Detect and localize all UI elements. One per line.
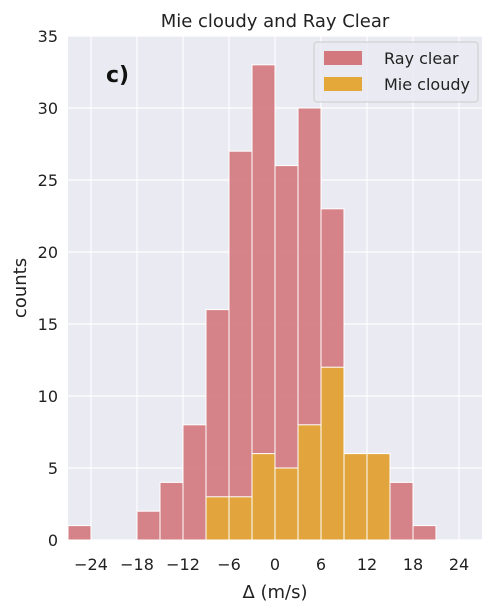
y-tick-label: 20 [38, 243, 58, 262]
x-tick-label: 18 [403, 555, 423, 574]
x-tick-label: −18 [120, 555, 154, 574]
bar-mie-cloudy [251, 453, 276, 541]
x-tick-label: 24 [449, 555, 469, 574]
y-tick-label: 30 [38, 99, 58, 118]
x-tick-label: −6 [217, 555, 241, 574]
bar-mie-cloudy [228, 496, 253, 541]
bar-ray-clear [136, 510, 161, 541]
x-tick-label: 6 [316, 555, 326, 574]
y-tick-label: 10 [38, 387, 58, 406]
legend-label-mie-cloudy: Mie cloudy [384, 75, 470, 94]
y-axis-label: counts [10, 258, 31, 318]
x-tick-labels: −24 −18 −12 −6 0 6 12 18 24 [74, 555, 469, 574]
bar-ray-clear [182, 424, 207, 541]
x-axis-label: Δ (m/s) [242, 582, 307, 603]
bar-mie-cloudy [205, 496, 230, 541]
bar-mie-cloudy [343, 453, 368, 541]
legend: Ray clear Mie cloudy [313, 41, 479, 103]
bar-mie-cloudy [297, 424, 322, 541]
bar-ray-clear [389, 481, 414, 541]
bar-ray-clear [159, 481, 184, 541]
y-tick-labels: 0 5 10 15 20 25 30 35 [38, 27, 58, 550]
y-tick-label: 35 [38, 27, 58, 46]
y-tick-label: 25 [38, 171, 58, 190]
panel-label: c) [106, 63, 129, 88]
bar-mie-cloudy [366, 453, 391, 541]
x-tick-label: −12 [166, 555, 200, 574]
bar-ray-clear [228, 150, 253, 541]
bar-mie-cloudy [274, 467, 299, 541]
x-tick-label: 12 [357, 555, 377, 574]
bar-mie-cloudy [320, 366, 345, 541]
x-tick-label: 0 [270, 555, 280, 574]
legend-swatch-mie-cloudy [324, 77, 362, 91]
legend-label-ray-clear: Ray clear [384, 49, 459, 68]
bar-ray-clear [67, 525, 92, 541]
x-tick-label: −24 [74, 555, 108, 574]
y-tick-label: 5 [48, 459, 58, 478]
bars [67, 64, 437, 541]
y-tick-label: 15 [38, 315, 58, 334]
chart-title: Mie cloudy and Ray Clear [161, 11, 390, 32]
y-tick-label: 0 [48, 531, 58, 550]
legend-swatch-ray-clear [324, 51, 362, 65]
bar-ray-clear [412, 525, 437, 541]
